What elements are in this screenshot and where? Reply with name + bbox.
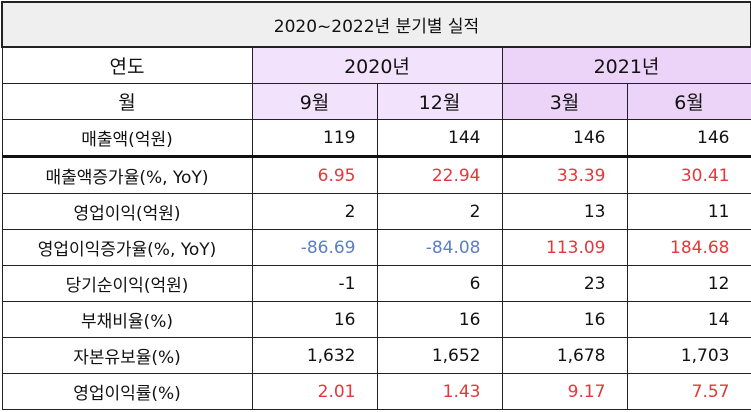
value-cell: 7.57	[626, 373, 751, 410]
value-cell: 11	[626, 193, 751, 230]
row-label: 부채비율(%)	[1, 301, 253, 338]
table-row: 매출액증가율(%, YoY) 6.95 22.94 33.39 30.41	[1, 156, 751, 194]
year-2020-header: 2020년	[251, 46, 503, 84]
year-2021-header: 2021년	[501, 46, 751, 84]
value-cell: 113.09	[501, 229, 628, 266]
row-label: 매출액(억원)	[1, 119, 253, 158]
value-cell: -1	[251, 265, 378, 302]
value-cell: 1,652	[376, 337, 503, 374]
table-row: 부채비율(%) 16 16 16 14	[1, 301, 751, 338]
month-label: 월	[1, 83, 253, 120]
value-cell: 1,703	[626, 337, 751, 374]
table-row: 매출액(억원) 119 144 146 146	[1, 119, 751, 158]
month-header: 9월	[251, 83, 378, 120]
row-label: 자본유보율(%)	[1, 337, 253, 374]
value-cell: 33.39	[501, 156, 628, 194]
table-title: 2020~2022년 분기별 실적	[1, 1, 751, 48]
value-cell: 9.17	[501, 373, 628, 410]
value-cell: 16	[251, 301, 378, 338]
row-label: 영업이익증가율(%, YoY)	[1, 229, 253, 266]
value-cell: 1,632	[251, 337, 378, 374]
table-row: 영업이익(억원) 2 2 13 11	[1, 193, 751, 230]
value-cell: -86.69	[251, 229, 378, 266]
value-cell: 1,678	[501, 337, 628, 374]
value-cell: -84.08	[376, 229, 503, 266]
row-label: 매출액증가율(%, YoY)	[1, 156, 253, 194]
value-cell: 22.94	[376, 156, 503, 194]
value-cell: 146	[501, 119, 628, 158]
value-cell: 119	[251, 119, 378, 158]
value-cell: 23	[501, 265, 628, 302]
row-label: 영업이익(억원)	[1, 193, 253, 230]
value-cell: 14	[626, 301, 751, 338]
value-cell: 1.43	[376, 373, 503, 410]
value-cell: 6.95	[251, 156, 378, 194]
value-cell: 16	[501, 301, 628, 338]
row-label: 영업이익률(%)	[1, 373, 253, 410]
value-cell: 12	[626, 265, 751, 302]
table-row: 영업이익률(%) 2.01 1.43 9.17 7.57	[1, 373, 751, 410]
month-header: 12월	[376, 83, 503, 120]
value-cell: 184.68	[626, 229, 751, 266]
row-label: 당기순이익(억원)	[1, 265, 253, 302]
value-cell: 2	[376, 193, 503, 230]
value-cell: 144	[376, 119, 503, 158]
value-cell: 13	[501, 193, 628, 230]
value-cell: 30.41	[626, 156, 751, 194]
value-cell: 2	[251, 193, 378, 230]
month-header: 3월	[501, 83, 628, 120]
year-label: 연도	[1, 46, 253, 84]
table-row: 영업이익증가율(%, YoY) -86.69 -84.08 113.09 184.68	[1, 229, 751, 266]
value-cell: 146	[626, 119, 751, 158]
table-row: 자본유보율(%) 1,632 1,652 1,678 1,703	[1, 337, 751, 374]
value-cell: 2.01	[251, 373, 378, 410]
value-cell: 16	[376, 301, 503, 338]
value-cell: 6	[376, 265, 503, 302]
table-row: 당기순이익(억원) -1 6 23 12	[1, 265, 751, 302]
month-header: 6월	[626, 83, 751, 120]
